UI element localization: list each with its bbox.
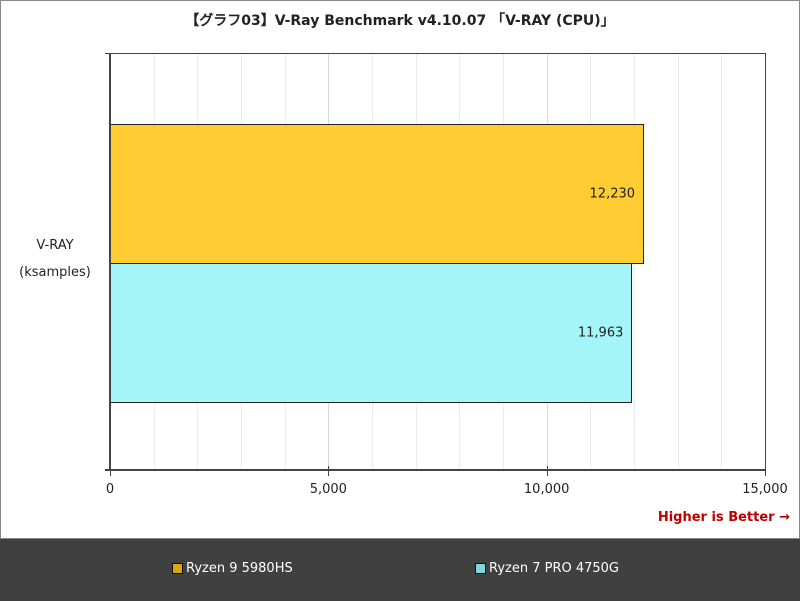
plot-right-border (765, 53, 766, 470)
bar-value-label: 11,963 (577, 325, 624, 341)
legend-item-ryzen-9-5980hs: Ryzen 9 5980HS (172, 561, 293, 576)
x-tick-mark (328, 466, 330, 476)
x-tick-label: 15,000 (742, 482, 788, 497)
bar-ryzen-9-5980hs: 12,230 (110, 124, 645, 264)
bottom-axis (105, 469, 766, 471)
bar-value-label: 12,230 (589, 186, 636, 202)
category-unit-label: (ksamples) (19, 265, 91, 280)
x-tick-mark (765, 466, 766, 476)
legend-label: Ryzen 9 5980HS (186, 561, 293, 576)
x-tick-label: 5,000 (309, 482, 347, 497)
left-axis (109, 53, 111, 470)
x-tick-label: 0 (105, 482, 115, 497)
category-label: V-RAY (36, 238, 74, 253)
legend-item-ryzen-7-pro-4750g: Ryzen 7 PRO 4750G (475, 561, 619, 576)
gridline (721, 54, 723, 470)
legend: Ryzen 9 5980HS Ryzen 7 PRO 4750G (0, 538, 800, 601)
legend-swatch-icon (475, 563, 486, 574)
x-tick-mark (110, 466, 111, 476)
bar-ryzen-7-pro-4750g: 11,963 (110, 263, 633, 403)
higher-is-better-note: Higher is Better → (657, 510, 790, 525)
legend-label: Ryzen 7 PRO 4750G (489, 561, 620, 576)
x-tick-mark (546, 466, 548, 476)
gridline (677, 54, 679, 470)
plot-top-border (105, 53, 765, 54)
x-tick-label: 10,000 (523, 482, 570, 497)
plot-area: 12,230 11,963 (105, 53, 766, 476)
legend-swatch-icon (172, 563, 183, 574)
chart-title: 【グラフ03】V-Ray Benchmark v4.10.07 「V-RAY (… (185, 13, 615, 29)
